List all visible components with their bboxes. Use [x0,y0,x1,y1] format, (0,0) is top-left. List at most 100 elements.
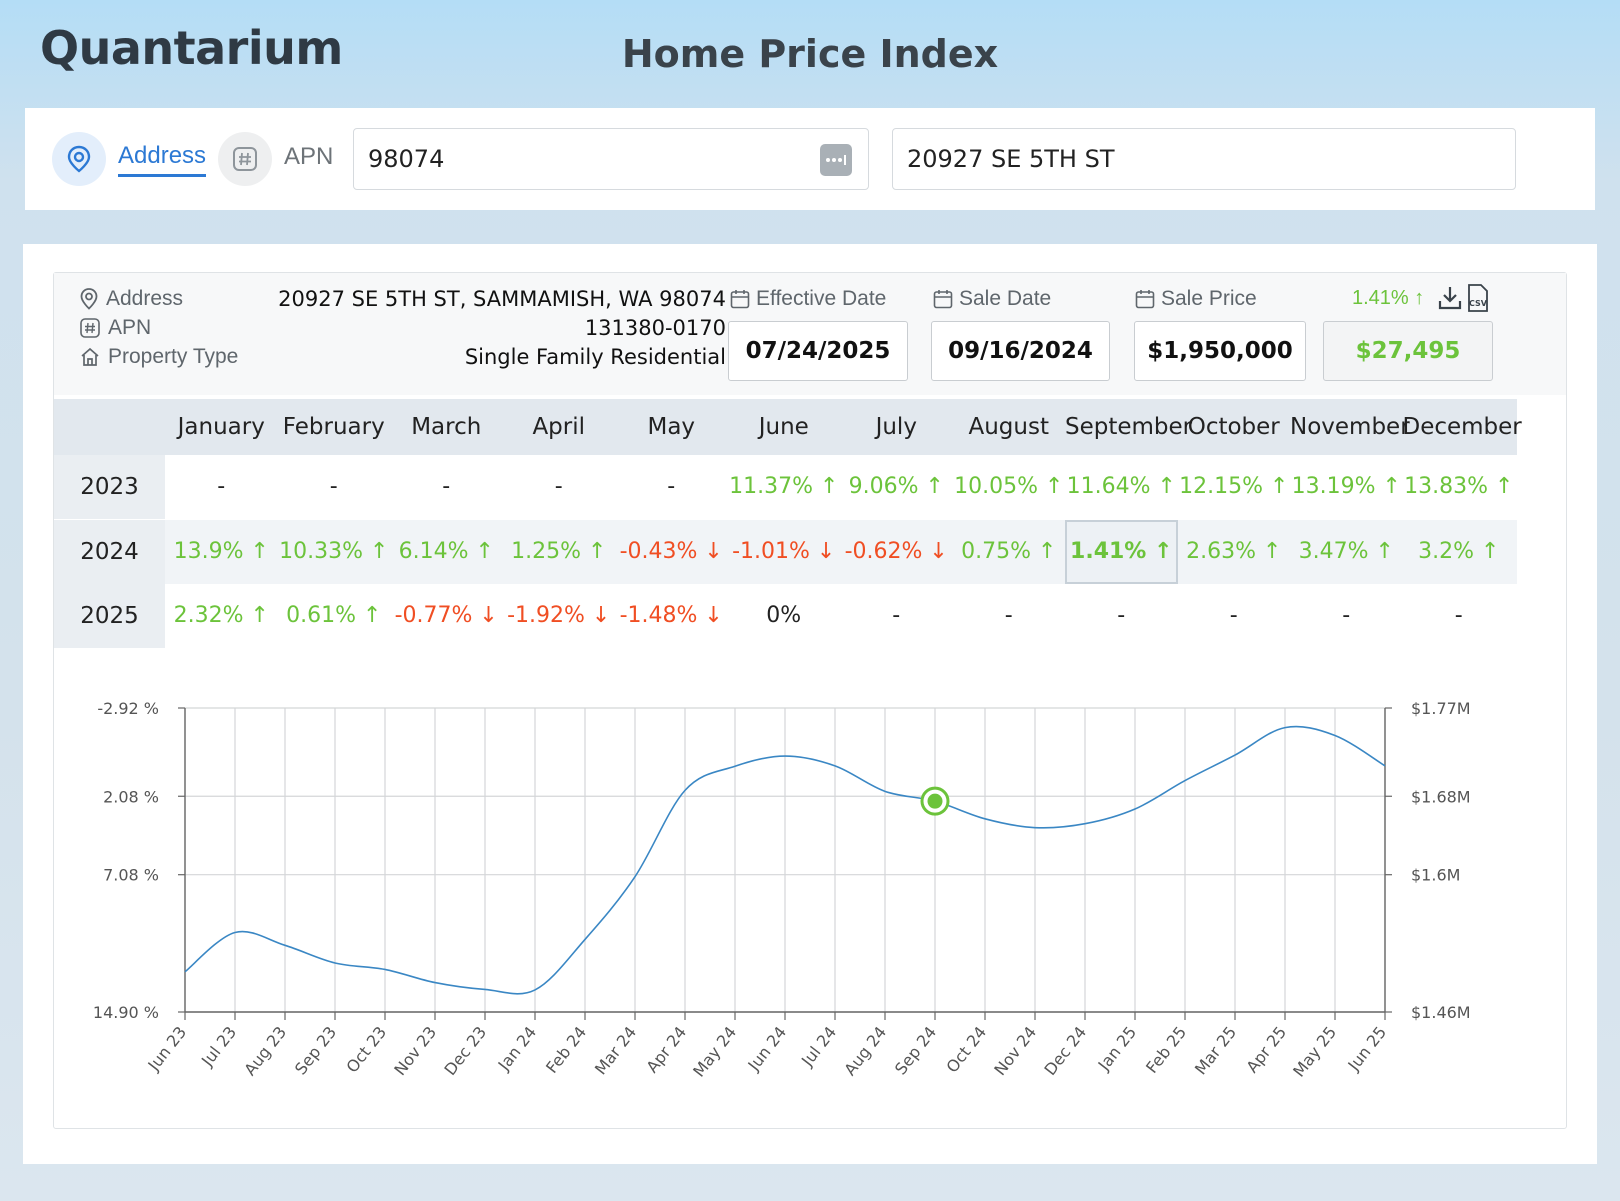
zip-input[interactable] [368,145,854,173]
change-cell[interactable]: - [1117,603,1126,628]
x-tick-label: Jul 24 [797,1023,840,1071]
price-index-chart: -2.92 % $1.77M 2.08 % $1.68M 7.08 % $1.6M 14.9… [93,699,1471,1081]
svg-text:CSV: CSV [1469,299,1488,308]
change-cell[interactable]: - [1229,603,1238,628]
x-tick-label: Jun 23 [144,1023,191,1075]
x-tick-label: Jul 23 [197,1023,240,1071]
password-manager-icon[interactable] [820,144,852,176]
zip-field[interactable] [353,128,869,190]
change-cell[interactable]: 12.15% ↑ [1179,474,1289,499]
csv-export-icon[interactable]: CSV [1466,284,1490,317]
effective-date-label: Effective Date [730,287,886,311]
change-cell[interactable]: -0.77% ↓ [394,603,498,628]
change-cell[interactable]: 13.83% ↑ [1404,474,1514,499]
change-cell[interactable]: 9.06% ↑ [848,474,944,499]
sale-price-label: Sale Price [1135,287,1257,311]
quantarium-logo[interactable]: Quantarium [40,18,343,78]
sale-date-marker[interactable] [927,793,943,809]
sale-price-input[interactable]: $1,950,000 [1134,321,1306,381]
change-cell[interactable]: 6.14% ↑ [398,538,494,564]
change-cell[interactable]: - [667,474,676,499]
street-field[interactable] [892,128,1516,190]
change-cell[interactable]: 0.75% ↑ [961,538,1057,564]
price-index-line [184,725,1386,995]
download-icon[interactable] [1437,285,1463,316]
x-tick-label: May 24 [689,1023,740,1081]
month-header: December [1402,414,1522,440]
right-tick-label: $1.68M [1411,787,1471,806]
change-cell[interactable]: - [892,603,901,628]
left-tick-label: 7.08 % [103,866,159,885]
change-cell[interactable]: 11.64% ↑ [1066,474,1176,499]
change-cell[interactable]: 0% [766,603,802,628]
x-tick-label: Aug 23 [240,1023,290,1079]
change-cell[interactable]: 1.25% ↑ [511,538,607,564]
change-cell[interactable]: 13.19% ↑ [1291,474,1401,499]
home-icon [81,347,99,366]
x-tick-label: Sep 24 [891,1023,940,1079]
change-cell[interactable]: 0.61% ↑ [286,603,382,628]
sale-date-input[interactable]: 09/16/2024 [931,321,1110,381]
effective-date-label-text: Effective Date [756,287,887,310]
x-tick-label: Mar 24 [591,1023,640,1079]
change-cell[interactable]: 10.05% ↑ [954,474,1064,499]
effective-date-input[interactable]: 07/24/2025 [728,321,908,381]
change-cell[interactable]: -1.01% ↓ [732,538,836,564]
month-header: August [968,414,1050,440]
change-cell[interactable]: 2.32% ↑ [173,603,269,628]
selected-change-cell[interactable]: 1.41% ↑ [1065,519,1178,584]
change-cell[interactable]: 2.63% ↑ [1186,538,1282,564]
change-cell[interactable]: -1.92% ↓ [507,603,611,628]
x-tick-label: Feb 25 [1142,1023,1190,1077]
change-cell[interactable]: 13.9% ↑ [173,538,269,564]
x-tick-label: May 25 [1289,1023,1340,1081]
month-header: February [282,414,385,440]
left-tick-label: -2.92 % [97,699,159,718]
change-cell[interactable]: 10.33% ↑ [279,538,389,564]
x-tick-label: Jun 25 [1344,1023,1391,1075]
address-mode-label: Address [118,142,207,177]
change-cell[interactable]: -0.43% ↓ [619,538,723,564]
month-header: April [532,414,586,440]
x-tick-label: Aug 24 [840,1023,890,1079]
x-tick-label: Dec 23 [440,1023,490,1079]
x-tick-label: Mar 25 [1191,1023,1240,1079]
change-cell[interactable]: - [1454,603,1463,628]
address-mode-button[interactable]: Address [52,132,207,186]
calendar-icon [933,290,953,309]
hash-icon [218,132,272,186]
x-tick-label: Apr 24 [642,1023,690,1077]
year-cell: 2023 [54,455,165,519]
sale-date-label: Sale Date [933,287,1051,311]
change-cell[interactable]: 3.2% ↑ [1418,538,1500,564]
change-cell[interactable]: 11.37% ↑ [729,474,839,499]
change-percent-text: 1.41% ↑ [1352,287,1425,309]
apn-row: APN [80,316,151,340]
result-panel: Address APN Property Type 20927 SE 5TH S… [53,272,1567,1129]
x-tick-label: Jun 24 [744,1023,791,1075]
change-cell[interactable]: - [442,474,451,499]
year-cell: 2024 [54,519,165,584]
calendar-icon [1135,290,1155,309]
change-cell[interactable]: - [217,474,226,499]
left-tick-label: 14.90 % [93,1003,159,1022]
change-value: $27,495 [1323,321,1493,381]
right-tick-label: $1.6M [1411,866,1460,885]
apn-mode-button[interactable]: APN [218,132,333,186]
month-header: October [1187,414,1280,440]
change-cell[interactable]: -0.62% ↓ [844,538,948,564]
change-cell[interactable]: -1.48% ↓ [619,603,723,628]
change-cell[interactable]: - [1342,603,1351,628]
change-cell[interactable]: - [329,474,338,499]
sale-date-label-text: Sale Date [959,287,1052,310]
apn-label: APN [108,316,152,339]
change-cell[interactable]: 3.47% ↑ [1298,538,1394,564]
address-row: Address [80,287,183,311]
x-tick-label: Nov 23 [390,1023,440,1079]
change-cell[interactable]: - [554,474,563,499]
x-tick-label: Jan 24 [494,1023,540,1075]
page-title: Home Price Index [621,32,999,76]
street-input[interactable] [907,145,1501,173]
table-header: January February March April May June July Augu… [54,399,1522,455]
change-cell[interactable]: - [1004,603,1013,628]
